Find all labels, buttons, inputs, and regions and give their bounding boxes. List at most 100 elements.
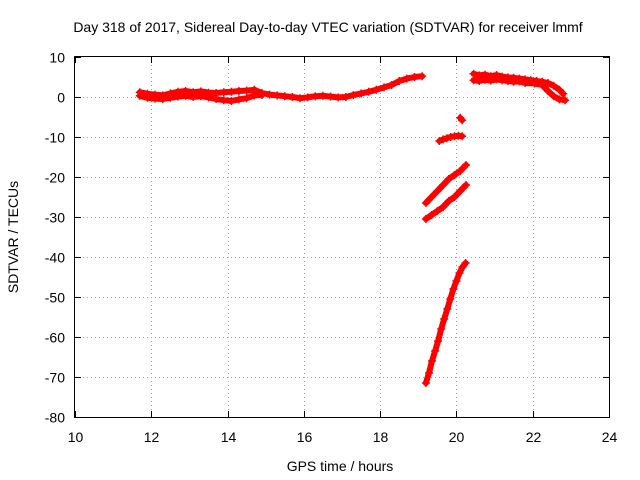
data-point <box>515 77 524 86</box>
data-point <box>431 347 440 355</box>
data-points <box>135 69 570 387</box>
x-axis-label: GPS time / hours <box>287 458 394 474</box>
data-point <box>341 93 350 101</box>
data-point <box>395 77 404 85</box>
data-point <box>555 85 564 94</box>
data-point <box>492 75 501 84</box>
data-point <box>549 81 558 90</box>
data-point <box>544 87 552 95</box>
data-point <box>555 95 564 104</box>
x-tick-label: 12 <box>144 429 160 445</box>
data-point <box>242 94 251 103</box>
data-point <box>303 93 312 102</box>
plot-frame <box>74 56 610 418</box>
y-axis-label: SDTVAR / TECUs <box>5 181 21 293</box>
data-point <box>455 269 464 277</box>
y-tick-label: 0 <box>57 90 65 106</box>
x-tick-label: 24 <box>602 429 618 445</box>
data-point <box>280 92 289 101</box>
data-point <box>196 92 205 101</box>
data-point <box>334 93 343 102</box>
data-point <box>166 93 175 102</box>
data-point <box>418 72 427 81</box>
data-point <box>189 93 198 101</box>
data-point <box>458 116 467 125</box>
data-point <box>449 285 458 293</box>
data-series <box>469 75 570 105</box>
data-point <box>530 79 539 88</box>
y-tick-label: -60 <box>45 330 65 346</box>
data-point <box>444 175 453 183</box>
data-point <box>446 295 455 303</box>
data-point <box>439 181 448 189</box>
data-point <box>450 193 459 201</box>
data-point <box>437 325 446 333</box>
chart-title: Day 318 of 2017, Sidereal Day-to-day VTE… <box>73 19 582 35</box>
data-point <box>250 91 259 100</box>
data-point <box>227 97 236 105</box>
data-point <box>450 171 459 179</box>
data-point <box>452 277 461 285</box>
data-point <box>296 94 304 103</box>
data-point <box>427 193 436 201</box>
x-tick-label: 10 <box>68 429 84 445</box>
data-point <box>456 187 465 195</box>
x-tick-label: 20 <box>449 429 465 445</box>
data-point <box>421 215 430 223</box>
data-point <box>318 91 327 100</box>
data-point <box>212 95 221 103</box>
data-series <box>421 161 470 207</box>
data-point <box>402 74 411 83</box>
data-point <box>143 93 152 102</box>
data-point <box>458 132 467 141</box>
data-point <box>311 92 320 101</box>
data-point <box>265 90 274 99</box>
grid-lines <box>75 57 609 417</box>
y-tick-label: -20 <box>45 170 65 186</box>
data-point <box>475 77 484 85</box>
x-tick-label: 22 <box>526 429 542 445</box>
data-point <box>181 91 190 100</box>
data-point <box>349 91 358 99</box>
data-point <box>135 91 144 100</box>
data-point <box>469 76 478 85</box>
data-point <box>410 73 419 81</box>
data-point <box>433 187 442 195</box>
data-point <box>425 369 433 377</box>
data-point <box>364 87 373 96</box>
axis-ticks: 10 12 14 16 18 20 22 24 -80 -70 -60 -50 -40 -30 -20 -10… <box>45 50 618 446</box>
y-tick-label: 10 <box>49 50 65 66</box>
data-point <box>235 87 243 95</box>
data-point <box>288 93 297 101</box>
y-tick-label: -50 <box>45 290 65 306</box>
data-point <box>427 211 436 219</box>
data-point <box>444 197 453 205</box>
data-point <box>442 134 451 143</box>
data-point <box>158 95 167 103</box>
data-point <box>461 259 470 267</box>
data-point <box>434 337 443 345</box>
data-point <box>235 95 243 104</box>
data-point <box>433 207 442 215</box>
data-series <box>421 181 470 223</box>
data-point <box>498 76 507 85</box>
data-point <box>521 79 530 87</box>
data-point <box>174 92 182 101</box>
data-point <box>538 81 547 89</box>
data-point <box>421 379 430 387</box>
data-point <box>561 96 570 105</box>
data-series <box>421 259 470 387</box>
y-tick-label: -80 <box>45 410 65 426</box>
y-tick-label: -30 <box>45 210 65 226</box>
data-point <box>439 135 448 144</box>
data-point <box>204 93 213 102</box>
y-tick-label: -70 <box>45 370 65 386</box>
data-point <box>421 199 430 207</box>
data-point <box>372 85 381 94</box>
data-point <box>435 137 444 145</box>
x-tick-label: 16 <box>297 429 313 445</box>
data-series <box>456 113 467 125</box>
data-point <box>462 161 470 169</box>
data-point <box>456 167 465 175</box>
